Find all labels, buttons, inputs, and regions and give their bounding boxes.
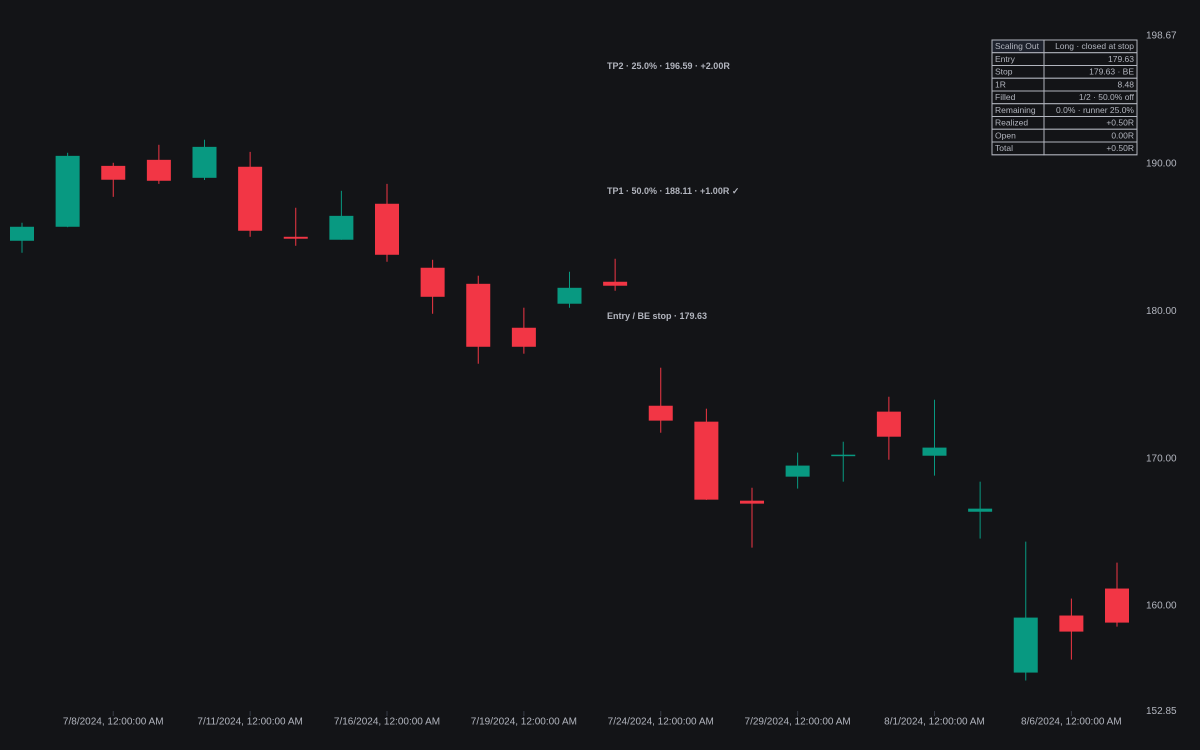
- candle-body: [238, 166, 263, 231]
- candle-body: [283, 236, 308, 239]
- x-tick-label: 7/11/2024, 12:00:00 AM: [197, 717, 302, 728]
- x-tick-label: 7/8/2024, 12:00:00 AM: [63, 717, 164, 728]
- y-tick-label: 180.00: [1146, 306, 1177, 317]
- panel-label: Stop: [995, 67, 1013, 77]
- x-tick-label: 8/1/2024, 12:00:00 AM: [884, 717, 985, 728]
- level-annotation: TP1 · 50.0% · 188.11 · +1.00R ✓: [607, 186, 739, 196]
- x-tick-label: 7/29/2024, 12:00:00 AM: [745, 717, 851, 728]
- candle-body: [831, 454, 856, 457]
- y-tick-label: 170.00: [1146, 453, 1177, 464]
- candle-body: [466, 283, 491, 347]
- candle-body: [968, 508, 993, 512]
- panel-value: 0.0% · runner 25.0%: [1056, 105, 1134, 115]
- candle-body: [511, 327, 536, 347]
- panel-value: 179.63: [1108, 54, 1134, 64]
- candle-body: [10, 226, 34, 241]
- y-tick-label: 152.85: [1146, 706, 1177, 717]
- level-annotation: Entry / BE stop · 179.63: [607, 311, 707, 321]
- x-tick-label: 8/6/2024, 12:00:00 AM: [1021, 717, 1122, 728]
- y-tick-label: 198.67: [1146, 31, 1177, 42]
- panel-label: 1R: [995, 79, 1006, 89]
- panel-label: Open: [995, 130, 1016, 140]
- y-tick-label: 160.00: [1146, 601, 1177, 612]
- x-tick-label: 7/19/2024, 12:00:00 AM: [471, 717, 577, 728]
- candle-body: [603, 281, 628, 286]
- panel-label: Realized: [995, 118, 1028, 128]
- candle-body: [557, 287, 582, 304]
- panel-label: Entry: [995, 54, 1016, 64]
- candle-body: [329, 215, 354, 240]
- candle-body: [192, 146, 217, 178]
- candle-body: [375, 203, 399, 255]
- candle-body: [1059, 615, 1084, 632]
- x-tick-label: 7/24/2024, 12:00:00 AM: [608, 717, 714, 728]
- panel-value: +0.50R: [1106, 118, 1134, 128]
- panel-value: 8.48: [1117, 79, 1134, 89]
- candle-body: [694, 421, 719, 500]
- candle-body: [922, 447, 947, 456]
- candle-body: [1013, 617, 1038, 673]
- x-tick-label: 7/16/2024, 12:00:00 AM: [334, 717, 440, 728]
- panel-value: +0.50R: [1106, 143, 1134, 153]
- level-annotation: TP2 · 25.0% · 196.59 · +2.00R: [607, 61, 730, 71]
- panel-label: Filled: [995, 92, 1016, 102]
- panel-label: Scaling Out: [995, 41, 1040, 51]
- candle-body: [648, 405, 673, 421]
- candle-body: [55, 155, 80, 227]
- candle-body: [1105, 588, 1129, 623]
- candle-body: [146, 159, 171, 181]
- y-tick-label: 190.00: [1146, 158, 1177, 169]
- panel-value: 179.63 · BE: [1089, 67, 1134, 77]
- candle-body: [876, 411, 901, 437]
- panel-value: 1/2 · 50.0% off: [1079, 92, 1135, 102]
- candle-body: [101, 165, 126, 180]
- panel-label: Remaining: [995, 105, 1036, 115]
- panel-value: 0.00R: [1111, 130, 1134, 140]
- panel-cell: [1043, 141, 1138, 156]
- panel-label: Total: [995, 143, 1013, 153]
- candle-body: [740, 500, 764, 504]
- candle-body: [785, 465, 810, 477]
- candle-body: [420, 267, 445, 297]
- panel-value: Long · closed at stop: [1055, 41, 1134, 51]
